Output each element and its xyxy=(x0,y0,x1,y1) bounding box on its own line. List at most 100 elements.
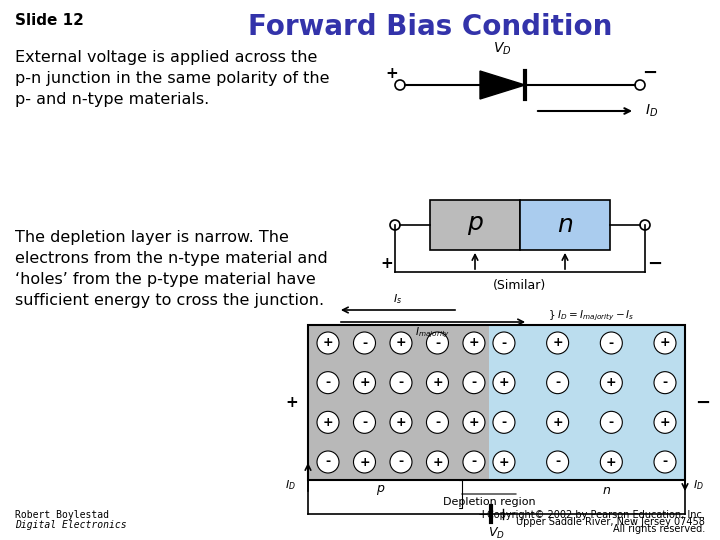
Circle shape xyxy=(546,451,569,473)
Text: +: + xyxy=(396,336,406,349)
Text: -: - xyxy=(608,416,614,429)
Circle shape xyxy=(654,411,676,433)
Circle shape xyxy=(426,451,449,473)
Circle shape xyxy=(493,332,515,354)
Text: +: + xyxy=(359,376,370,389)
Text: +: + xyxy=(323,416,333,429)
Text: +: + xyxy=(469,336,480,349)
Circle shape xyxy=(654,372,676,394)
Text: -: - xyxy=(662,376,667,389)
Text: +: + xyxy=(432,456,443,469)
Circle shape xyxy=(390,451,412,473)
Circle shape xyxy=(600,411,622,433)
Text: +: + xyxy=(552,336,563,349)
Text: $I_{majority}$: $I_{majority}$ xyxy=(415,326,451,340)
Text: +: + xyxy=(381,256,393,272)
Text: −: − xyxy=(695,394,710,411)
Circle shape xyxy=(354,411,376,433)
Text: -: - xyxy=(362,336,367,349)
Text: +: + xyxy=(396,416,406,429)
Text: +: + xyxy=(606,376,616,389)
Text: -: - xyxy=(472,376,477,389)
Text: $V_D$: $V_D$ xyxy=(492,40,511,57)
Text: } $I_D = I_{majority} - I_s$: } $I_D = I_{majority} - I_s$ xyxy=(548,309,634,323)
Circle shape xyxy=(354,332,376,354)
Text: -: - xyxy=(325,456,330,469)
Text: -: - xyxy=(435,416,440,429)
Text: Digital Electronics: Digital Electronics xyxy=(15,520,127,530)
Text: The depletion layer is narrow. The
electrons from the n-type material and
‘holes: The depletion layer is narrow. The elect… xyxy=(15,230,328,308)
Text: +: + xyxy=(499,456,509,469)
Text: +: + xyxy=(432,376,443,389)
Text: Upper Saddle River, New Jersey 07458: Upper Saddle River, New Jersey 07458 xyxy=(516,517,705,527)
Circle shape xyxy=(390,372,412,394)
Circle shape xyxy=(493,411,515,433)
Text: +: + xyxy=(386,65,398,80)
Text: -: - xyxy=(555,376,560,389)
Text: -: - xyxy=(555,456,560,469)
Circle shape xyxy=(546,372,569,394)
Text: -: - xyxy=(608,336,614,349)
Text: +: + xyxy=(323,336,333,349)
Circle shape xyxy=(354,451,376,473)
Circle shape xyxy=(317,372,339,394)
Circle shape xyxy=(546,411,569,433)
Text: (Similar): (Similar) xyxy=(493,279,546,292)
Circle shape xyxy=(493,372,515,394)
Text: +: + xyxy=(606,456,616,469)
Text: $I_D$: $I_D$ xyxy=(693,478,704,492)
Text: -: - xyxy=(472,456,477,469)
Circle shape xyxy=(600,372,622,394)
Circle shape xyxy=(600,451,622,473)
Circle shape xyxy=(493,451,515,473)
Circle shape xyxy=(654,451,676,473)
Text: +: + xyxy=(359,456,370,469)
Text: $I_D$: $I_D$ xyxy=(645,103,658,119)
Text: $n$: $n$ xyxy=(602,483,611,496)
Text: $n$: $n$ xyxy=(557,213,573,237)
Text: External voltage is applied across the
p-n junction in the same polarity of the
: External voltage is applied across the p… xyxy=(15,50,330,107)
Text: $p$: $p$ xyxy=(376,483,385,497)
Text: -: - xyxy=(398,456,403,469)
Text: -: - xyxy=(398,376,403,389)
Circle shape xyxy=(317,411,339,433)
Text: Forward Bias Condition: Forward Bias Condition xyxy=(248,13,612,41)
Circle shape xyxy=(317,332,339,354)
Text: −: − xyxy=(642,64,657,82)
Text: $p$: $p$ xyxy=(467,213,483,237)
Text: −: − xyxy=(647,255,662,273)
Text: −: − xyxy=(505,507,516,521)
Text: -: - xyxy=(362,416,367,429)
Circle shape xyxy=(317,451,339,473)
Text: Depletion region: Depletion region xyxy=(443,497,535,507)
Text: Robert Boylestad: Robert Boylestad xyxy=(15,510,109,520)
Text: -: - xyxy=(662,456,667,469)
Text: -: - xyxy=(501,416,507,429)
Circle shape xyxy=(426,332,449,354)
Text: -: - xyxy=(325,376,330,389)
Circle shape xyxy=(463,332,485,354)
Circle shape xyxy=(463,411,485,433)
Text: -: - xyxy=(501,336,507,349)
Circle shape xyxy=(463,451,485,473)
Circle shape xyxy=(390,411,412,433)
Circle shape xyxy=(426,372,449,394)
Text: Slide 12: Slide 12 xyxy=(15,13,84,28)
Circle shape xyxy=(354,372,376,394)
Text: All rights reserved.: All rights reserved. xyxy=(613,524,705,534)
Text: +: + xyxy=(477,508,488,521)
Circle shape xyxy=(654,332,676,354)
Text: $I_D$: $I_D$ xyxy=(285,478,296,492)
Text: $I_s$: $I_s$ xyxy=(393,292,402,306)
Text: Copyright© 2002 by Pearson Education, Inc.: Copyright© 2002 by Pearson Education, In… xyxy=(487,510,705,520)
Circle shape xyxy=(546,332,569,354)
Text: +: + xyxy=(499,376,509,389)
Circle shape xyxy=(463,372,485,394)
Polygon shape xyxy=(480,71,525,99)
Text: +: + xyxy=(552,416,563,429)
Circle shape xyxy=(426,411,449,433)
Text: $V_D$: $V_D$ xyxy=(488,526,505,540)
Text: -: - xyxy=(435,336,440,349)
Text: +: + xyxy=(660,416,670,429)
Circle shape xyxy=(390,332,412,354)
